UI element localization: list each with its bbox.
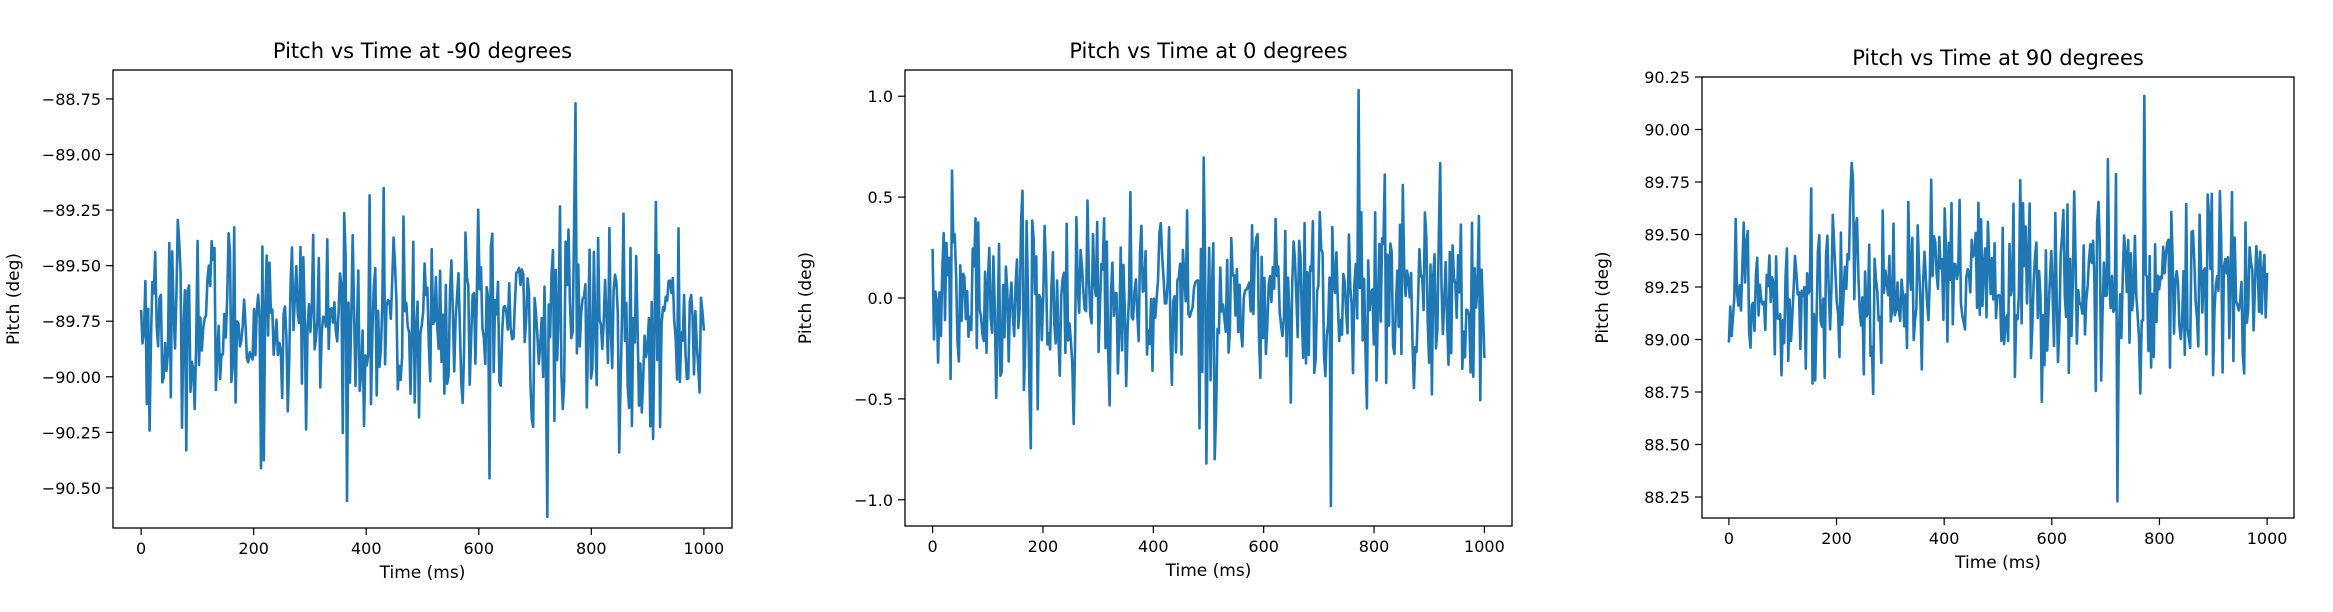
y-tick-label: −90.25 (42, 423, 101, 442)
y-axis-label: Pitch (deg) (1593, 251, 1613, 343)
x-axis-label: Time (ms) (1954, 553, 2041, 573)
x-tick-label: 1000 (1464, 537, 1505, 556)
y-tick-label: −89.50 (42, 257, 101, 276)
x-tick-label: 600 (1248, 537, 1279, 556)
x-tick-label: 0 (927, 537, 937, 556)
x-axis-label: Time (ms) (1165, 561, 1252, 581)
y-tick-label: 89.25 (1644, 278, 1690, 297)
x-axis-label: Time (ms) (379, 563, 466, 583)
series-line (1727, 94, 2269, 503)
y-tick-label: 90.00 (1644, 121, 1690, 140)
x-tick-label: 200 (1028, 537, 1059, 556)
y-tick-label: 90.25 (1644, 68, 1690, 87)
x-tick-label: 200 (1821, 529, 1852, 548)
y-tick-label: 88.75 (1644, 383, 1690, 402)
y-tick-label: 1.0 (868, 87, 893, 106)
chart-title: Pitch vs Time at -90 degrees (273, 39, 572, 63)
x-tick-label: 0 (1724, 529, 1734, 548)
plot-frame (1701, 76, 2295, 519)
y-tick-label: 89.75 (1644, 173, 1690, 192)
x-tick-label: 0 (136, 539, 146, 558)
y-tick-label: 89.50 (1644, 226, 1690, 245)
y-tick-label: −89.00 (42, 145, 101, 164)
series-line (139, 102, 706, 519)
y-tick-label: 0.5 (868, 188, 893, 207)
x-tick-label: 1000 (684, 539, 725, 558)
x-tick-label: 1000 (2247, 529, 2288, 548)
subplot-0: 0 200 400 600 800 1000 −1.0 −0.5 0.0 0.5 1.0 Pitch … (796, 39, 1513, 581)
x-tick-label: 400 (1138, 537, 1169, 556)
x-tick-label: 600 (2037, 529, 2068, 548)
y-tick-label: 88.25 (1644, 488, 1690, 507)
y-tick-label: −90.50 (42, 479, 101, 498)
series-line (931, 88, 1486, 508)
chart-title: Pitch vs Time at 90 degrees (1852, 46, 2144, 70)
chart-title: Pitch vs Time at 0 degrees (1069, 39, 1347, 63)
y-tick-label: −1.0 (854, 491, 893, 510)
y-axis-label: Pitch (deg) (4, 253, 24, 345)
y-tick-label: 89.00 (1644, 331, 1690, 350)
y-tick-label: 88.50 (1644, 436, 1690, 455)
y-tick-label: 0.0 (868, 289, 893, 308)
x-tick-label: 400 (351, 539, 382, 558)
x-tick-label: 600 (463, 539, 494, 558)
plot-frame (112, 69, 733, 529)
x-tick-label: 200 (238, 539, 269, 558)
y-tick-label: −89.25 (42, 201, 101, 220)
x-tick-label: 400 (1929, 529, 1960, 548)
x-tick-label: 800 (2144, 529, 2175, 548)
x-tick-label: 800 (1359, 537, 1390, 556)
y-tick-label: −88.75 (42, 90, 101, 109)
x-tick-label: 800 (576, 539, 607, 558)
subplot-minus-90: 0 200 400 600 800 1000 −90.50 −90.25 −90.00 −89.7… (4, 39, 733, 583)
y-tick-label: −90.00 (42, 368, 101, 387)
subplot-90: 0 200 400 600 800 1000 88.25 88.50 88.75 89.00 89.… (1593, 46, 2295, 573)
y-axis-label: Pitch (deg) (796, 252, 816, 344)
y-tick-label: −89.75 (42, 312, 101, 331)
y-tick-label: −0.5 (854, 390, 893, 409)
